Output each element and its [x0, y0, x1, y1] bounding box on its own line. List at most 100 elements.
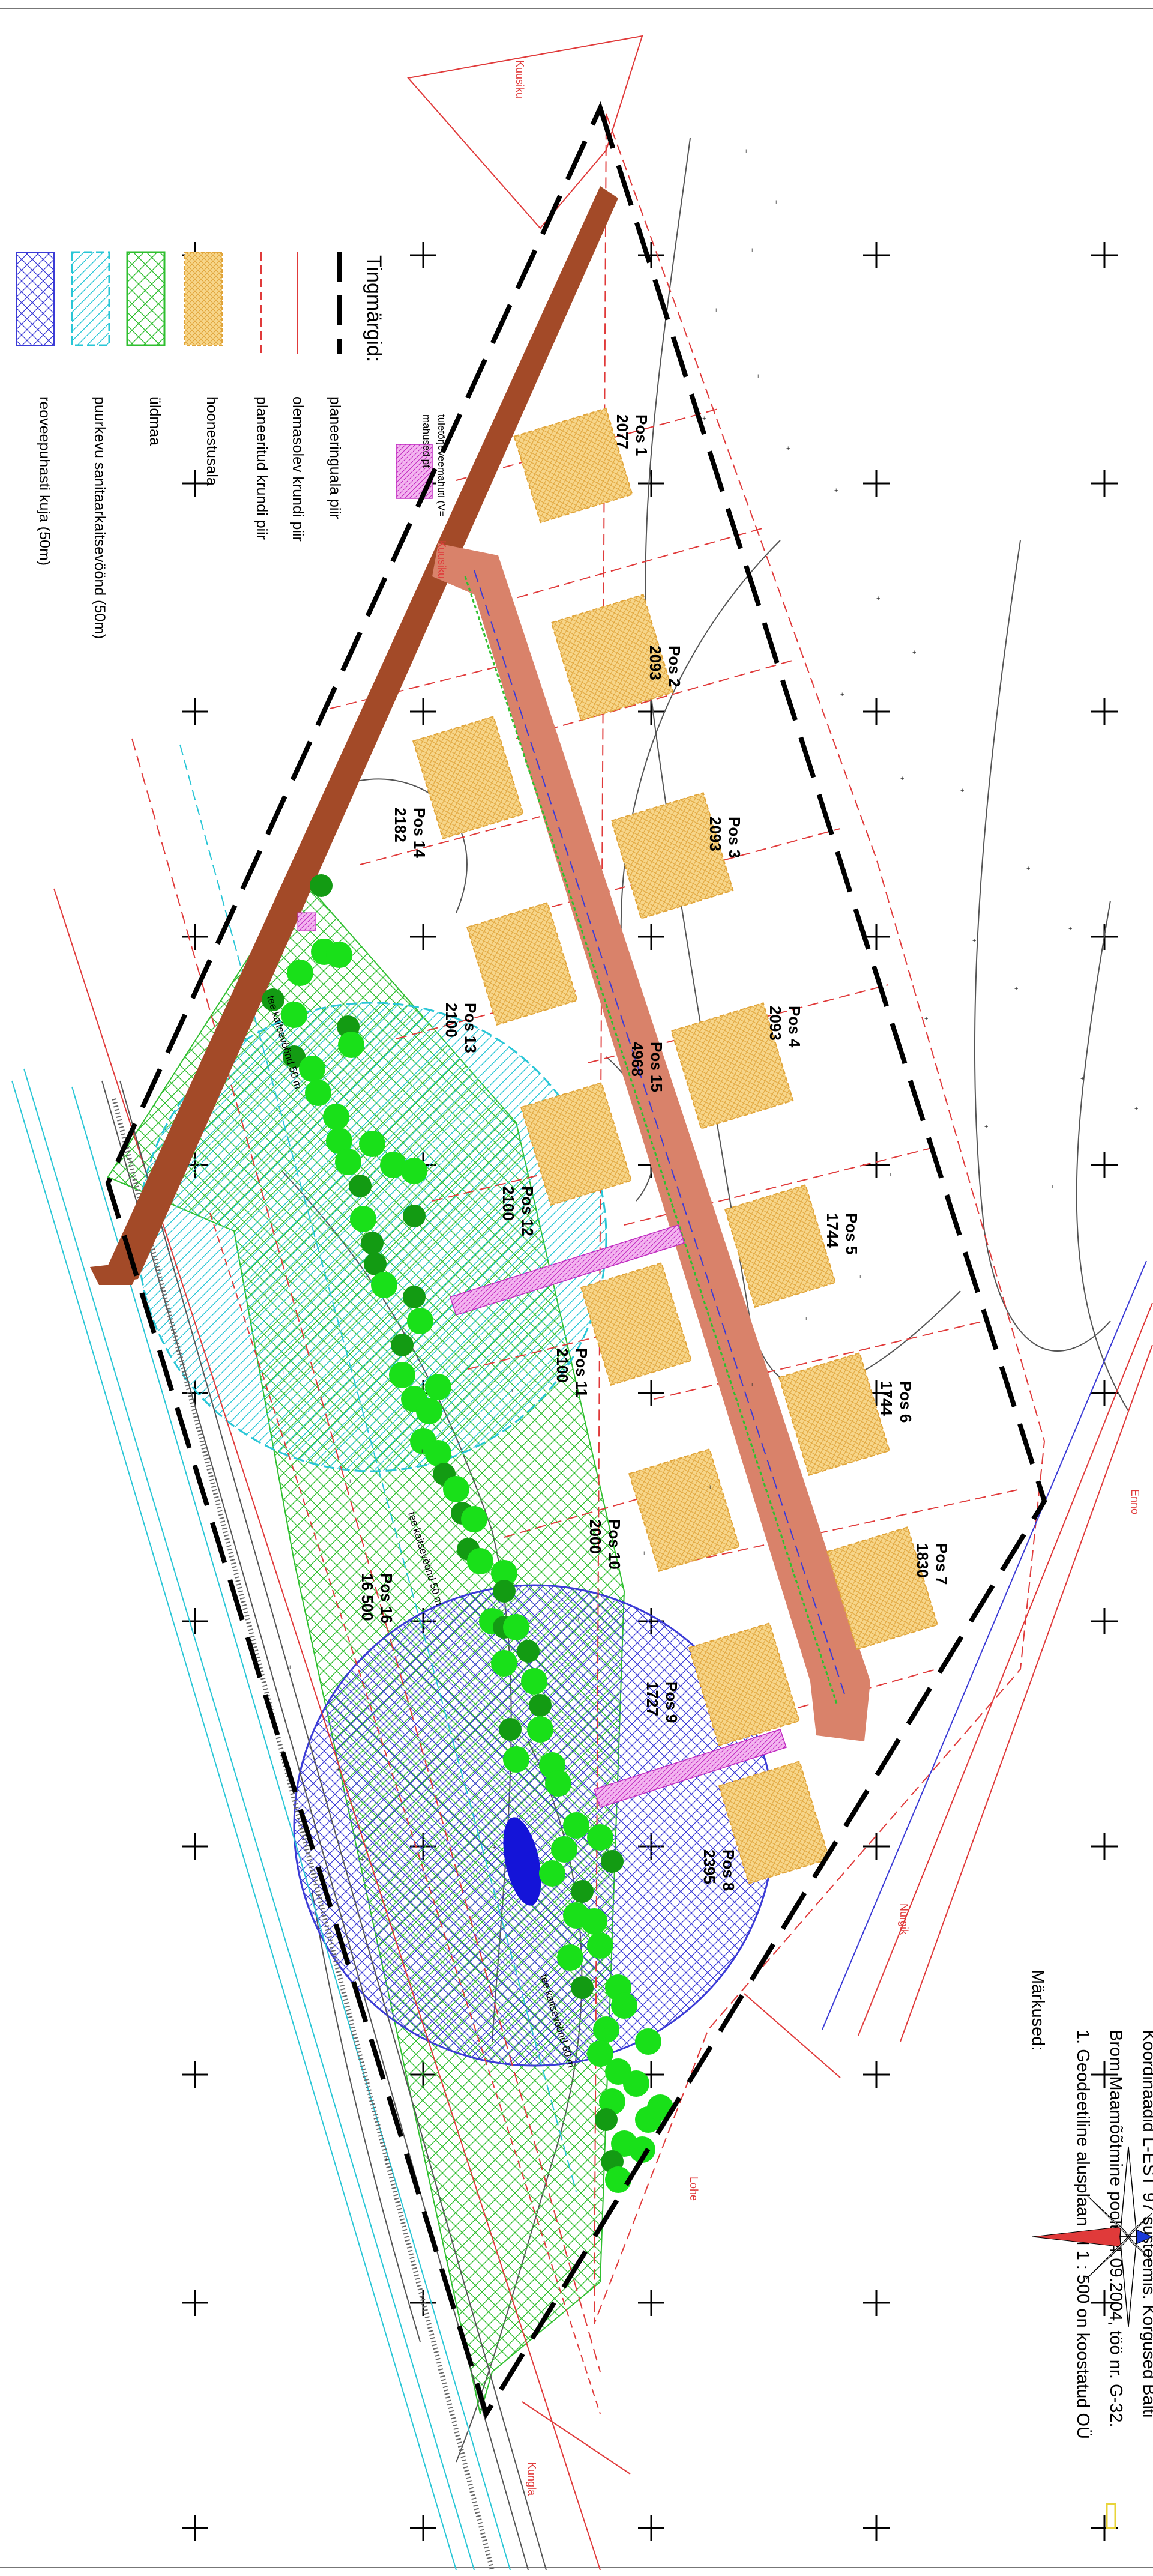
street-label-enno: Enno: [1129, 1489, 1141, 1514]
tree-icon: [380, 1152, 406, 1178]
tree-icon: [391, 1334, 414, 1356]
legend-label-planned: planeeritud krundi piir: [253, 396, 270, 540]
notes: Märkused: 1. Geodeetiline alusplaan M 1 …: [1028, 1970, 1153, 2439]
elevation-mark: +: [360, 1856, 364, 1863]
elevation-mark: +: [336, 1766, 340, 1773]
legend-symbol-well: [71, 251, 110, 346]
tree-icon: [587, 1824, 613, 1851]
tree-icon: [338, 1032, 364, 1058]
legend-label-general: üldmaa: [146, 396, 163, 446]
street-label-kuusiku-2: Kuusiku: [436, 540, 448, 579]
plot-label-pos: Pos 3: [726, 817, 744, 858]
tree-icon: [611, 1992, 637, 2019]
utility-strip-1: [450, 1224, 685, 1316]
elevation-mark: +: [642, 1550, 646, 1557]
planning-boundary: [105, 101, 1047, 2420]
north-arrow-icon: [1032, 2146, 1153, 2327]
tree-icon: [529, 1694, 552, 1717]
tree-icon: [281, 1002, 307, 1028]
plot-label-pos: Pos 15: [648, 1042, 666, 1092]
plot-label-area: 1744: [878, 1381, 896, 1416]
legend-title: Tingmärgid:: [363, 255, 385, 362]
tree-icon: [623, 2070, 649, 2097]
highway-ditch: [112, 1098, 495, 2571]
plot-label-pos: Pos 6: [897, 1381, 915, 1423]
plot-label-pos: Pos 9: [663, 1681, 681, 1723]
plot-label-pos: Pos 10: [606, 1519, 624, 1570]
tree-icon: [326, 942, 352, 968]
elevation-mark: +: [1050, 1184, 1054, 1191]
street-label-lohe: Lohe: [688, 2177, 700, 2201]
tree-icon: [551, 1836, 577, 1863]
street-label-nurgik: Nurgik: [898, 1903, 910, 1935]
tree-icon: [521, 1668, 547, 1695]
elevation-mark: +: [312, 1244, 316, 1251]
tree-icon: [425, 1374, 451, 1400]
tree-icon: [493, 1580, 516, 1603]
elevation-mark: +: [384, 2156, 388, 2163]
plot-label-area: 2100: [442, 1003, 460, 1038]
tree-icon: [571, 1880, 594, 1903]
street-label-kuusiku-1: Kuusiku: [514, 60, 526, 98]
tree-icon: [326, 1128, 352, 1154]
tree-icon: [503, 1746, 529, 1773]
elevation-mark: +: [744, 148, 748, 155]
plot-label-area: 16 500: [358, 1573, 376, 1621]
elevation-mark: +: [774, 199, 778, 206]
tree-icon: [571, 1976, 594, 1999]
plot-label-pos: Pos 5: [843, 1213, 861, 1254]
plot-label-pos: Pos 1: [633, 414, 651, 456]
main-road-end: [90, 1261, 144, 1285]
tree-icon: [499, 1718, 522, 1741]
existing-plot-lines: [407, 35, 1153, 2475]
plot-label-area: 2395: [700, 1849, 718, 1884]
elevation-mark: +: [804, 1316, 808, 1323]
tree-icon: [305, 1080, 331, 1106]
plot-label-pos: Pos 8: [720, 1849, 738, 1891]
elevation-mark: +: [900, 775, 904, 782]
tree-icon: [416, 1398, 442, 1424]
plot-label-area: 4968: [628, 1042, 646, 1077]
main-road: [99, 186, 618, 1285]
tree-icon: [539, 1860, 565, 1887]
tree-icon: [364, 1253, 387, 1275]
tree-icon: [601, 1850, 624, 1873]
tree-icon: [403, 1286, 426, 1308]
elevation-mark: +: [924, 1015, 928, 1023]
legend-label-sewage: reoveepuhasti kuja (50m): [36, 396, 53, 566]
elevation-mark: +: [1014, 985, 1018, 993]
plot-label-pos: Pos 12: [519, 1186, 537, 1236]
plot-label-area: 2000: [586, 1519, 604, 1554]
elevation-mark: +: [888, 1172, 892, 1179]
elevation-mark: +: [420, 1448, 424, 1455]
plot-label-area: 1727: [643, 1681, 661, 1716]
elevation-mark: +: [420, 2294, 424, 2302]
elevation-mark: +: [948, 1196, 952, 1203]
elevation-mark: +: [282, 1370, 286, 1377]
tree-icon: [461, 1506, 487, 1532]
plot-label-area: 2093: [766, 1006, 784, 1041]
legend: Tingmärgid: planeeringuala piir olemasol…: [16, 251, 385, 639]
tree-icon: [635, 2028, 661, 2055]
elevation-mark: +: [834, 487, 838, 494]
plot-label-area: 2093: [706, 817, 724, 851]
fire-tank-label-2: mahused pt: [421, 414, 432, 468]
elevation-mark: +: [972, 937, 976, 945]
notes-title: Märkused:: [1028, 1970, 1047, 2051]
elevation-mark: +: [702, 415, 706, 422]
plot-label-area: 2093: [646, 646, 664, 680]
tree-icon: [491, 1650, 517, 1677]
plot-label-pos: Pos 16: [378, 1573, 396, 1624]
legend-symbol-sewage: [16, 252, 55, 346]
tree-icon: [593, 2016, 619, 2043]
sewage-pond: [503, 1817, 541, 1906]
plot-label-pos: Pos 7: [933, 1543, 951, 1585]
elevation-mark: +: [246, 1184, 250, 1191]
street-label-kungla: Kungla: [526, 2462, 538, 2496]
elevation-mark: +: [714, 307, 718, 314]
tree-icon: [299, 1056, 325, 1082]
elevation-mark: +: [750, 1382, 754, 1389]
elevation-mark: +: [960, 787, 964, 794]
tree-icon: [563, 1812, 589, 1839]
